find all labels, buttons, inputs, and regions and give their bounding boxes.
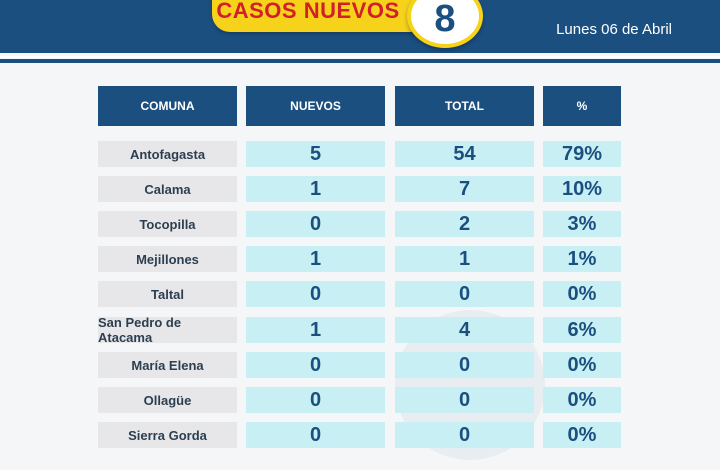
cell-comuna: Mejillones bbox=[98, 246, 237, 272]
header-percent: % bbox=[543, 86, 621, 126]
cell-comuna: Sierra Gorda bbox=[98, 422, 237, 448]
cell-nuevos: 0 bbox=[246, 352, 385, 378]
cell-total: 1 bbox=[395, 246, 534, 272]
cell-nuevos: 0 bbox=[246, 422, 385, 448]
cell-comuna: Antofagasta bbox=[98, 141, 237, 167]
cell-percent: 0% bbox=[543, 352, 621, 378]
new-cases-count: 8 bbox=[434, 0, 456, 40]
cell-percent: 0% bbox=[543, 387, 621, 413]
cell-percent: 10% bbox=[543, 176, 621, 202]
cell-total: 4 bbox=[395, 317, 534, 343]
cell-percent: 79% bbox=[543, 141, 621, 167]
cell-comuna: Calama bbox=[98, 176, 237, 202]
new-cases-count-badge: 8 bbox=[407, 0, 483, 48]
cell-comuna: María Elena bbox=[98, 352, 237, 378]
cell-nuevos: 0 bbox=[246, 211, 385, 237]
header-nuevos: NUEVOS bbox=[246, 86, 385, 126]
cell-comuna: Tocopilla bbox=[98, 211, 237, 237]
cell-percent: 1% bbox=[543, 246, 621, 272]
cell-comuna: San Pedro de Atacama bbox=[98, 315, 237, 345]
cell-comuna: Ollagüe bbox=[98, 387, 237, 413]
cell-nuevos: 1 bbox=[246, 317, 385, 343]
divider-white bbox=[0, 56, 720, 58]
cell-percent: 6% bbox=[543, 317, 621, 343]
cell-total: 7 bbox=[395, 176, 534, 202]
header-comuna: COMUNA bbox=[98, 86, 237, 126]
divider-blue bbox=[0, 59, 720, 63]
cell-total: 0 bbox=[395, 281, 534, 307]
cell-nuevos: 0 bbox=[246, 281, 385, 307]
cell-nuevos: 1 bbox=[246, 176, 385, 202]
new-cases-pill: CASOS NUEVOS bbox=[212, 0, 428, 32]
cell-percent: 0% bbox=[543, 422, 621, 448]
report-date: Lunes 06 de Abril bbox=[556, 21, 672, 38]
cell-comuna: Taltal bbox=[98, 281, 237, 307]
cell-total: 0 bbox=[395, 352, 534, 378]
cell-percent: 0% bbox=[543, 281, 621, 307]
cell-nuevos: 1 bbox=[246, 246, 385, 272]
cell-total: 2 bbox=[395, 211, 534, 237]
cell-percent: 3% bbox=[543, 211, 621, 237]
cell-total: 0 bbox=[395, 387, 534, 413]
cell-nuevos: 5 bbox=[246, 141, 385, 167]
cell-total: 0 bbox=[395, 422, 534, 448]
header-total: TOTAL bbox=[395, 86, 534, 126]
cell-nuevos: 0 bbox=[246, 387, 385, 413]
new-cases-label: CASOS NUEVOS bbox=[216, 0, 400, 23]
cell-total: 54 bbox=[395, 141, 534, 167]
